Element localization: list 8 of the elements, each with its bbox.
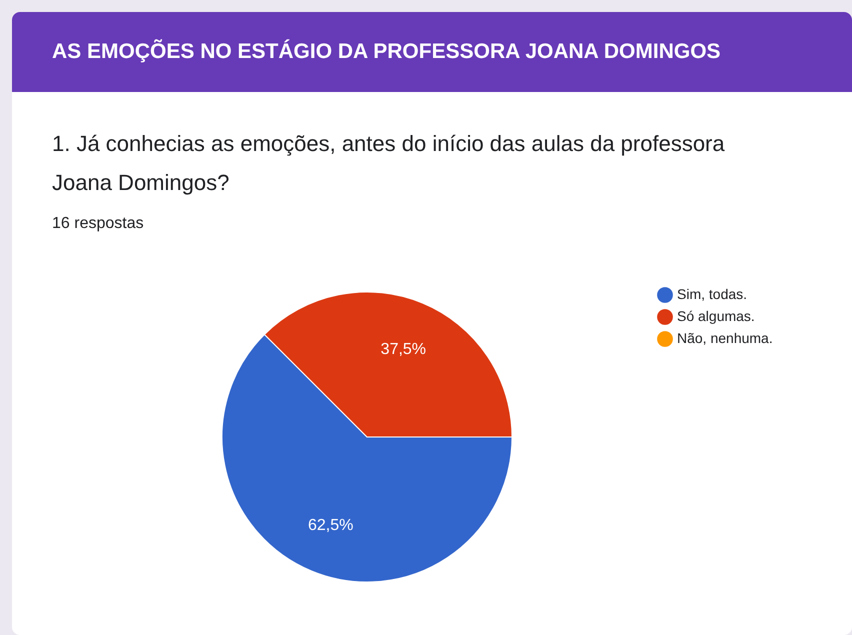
text: 16 respostas (52, 215, 144, 233)
legend-label: Sim, todas. (677, 286, 748, 302)
legend-label: Não, nenhuma. (677, 330, 773, 346)
legend-label: Só algumas. (677, 308, 755, 324)
data-label: 37,5% (380, 341, 426, 358)
chart-title: AS EMOÇÕES NO ESTÁGIO DA PROFESSORA JOANA DOMINGOS (12, 12, 852, 92)
chart-subtitle: 1. Já conhecias as emoções, antes do início das aulas da professora Joana Domingos? (52, 130, 726, 197)
data-label: 62,5% (308, 516, 354, 534)
